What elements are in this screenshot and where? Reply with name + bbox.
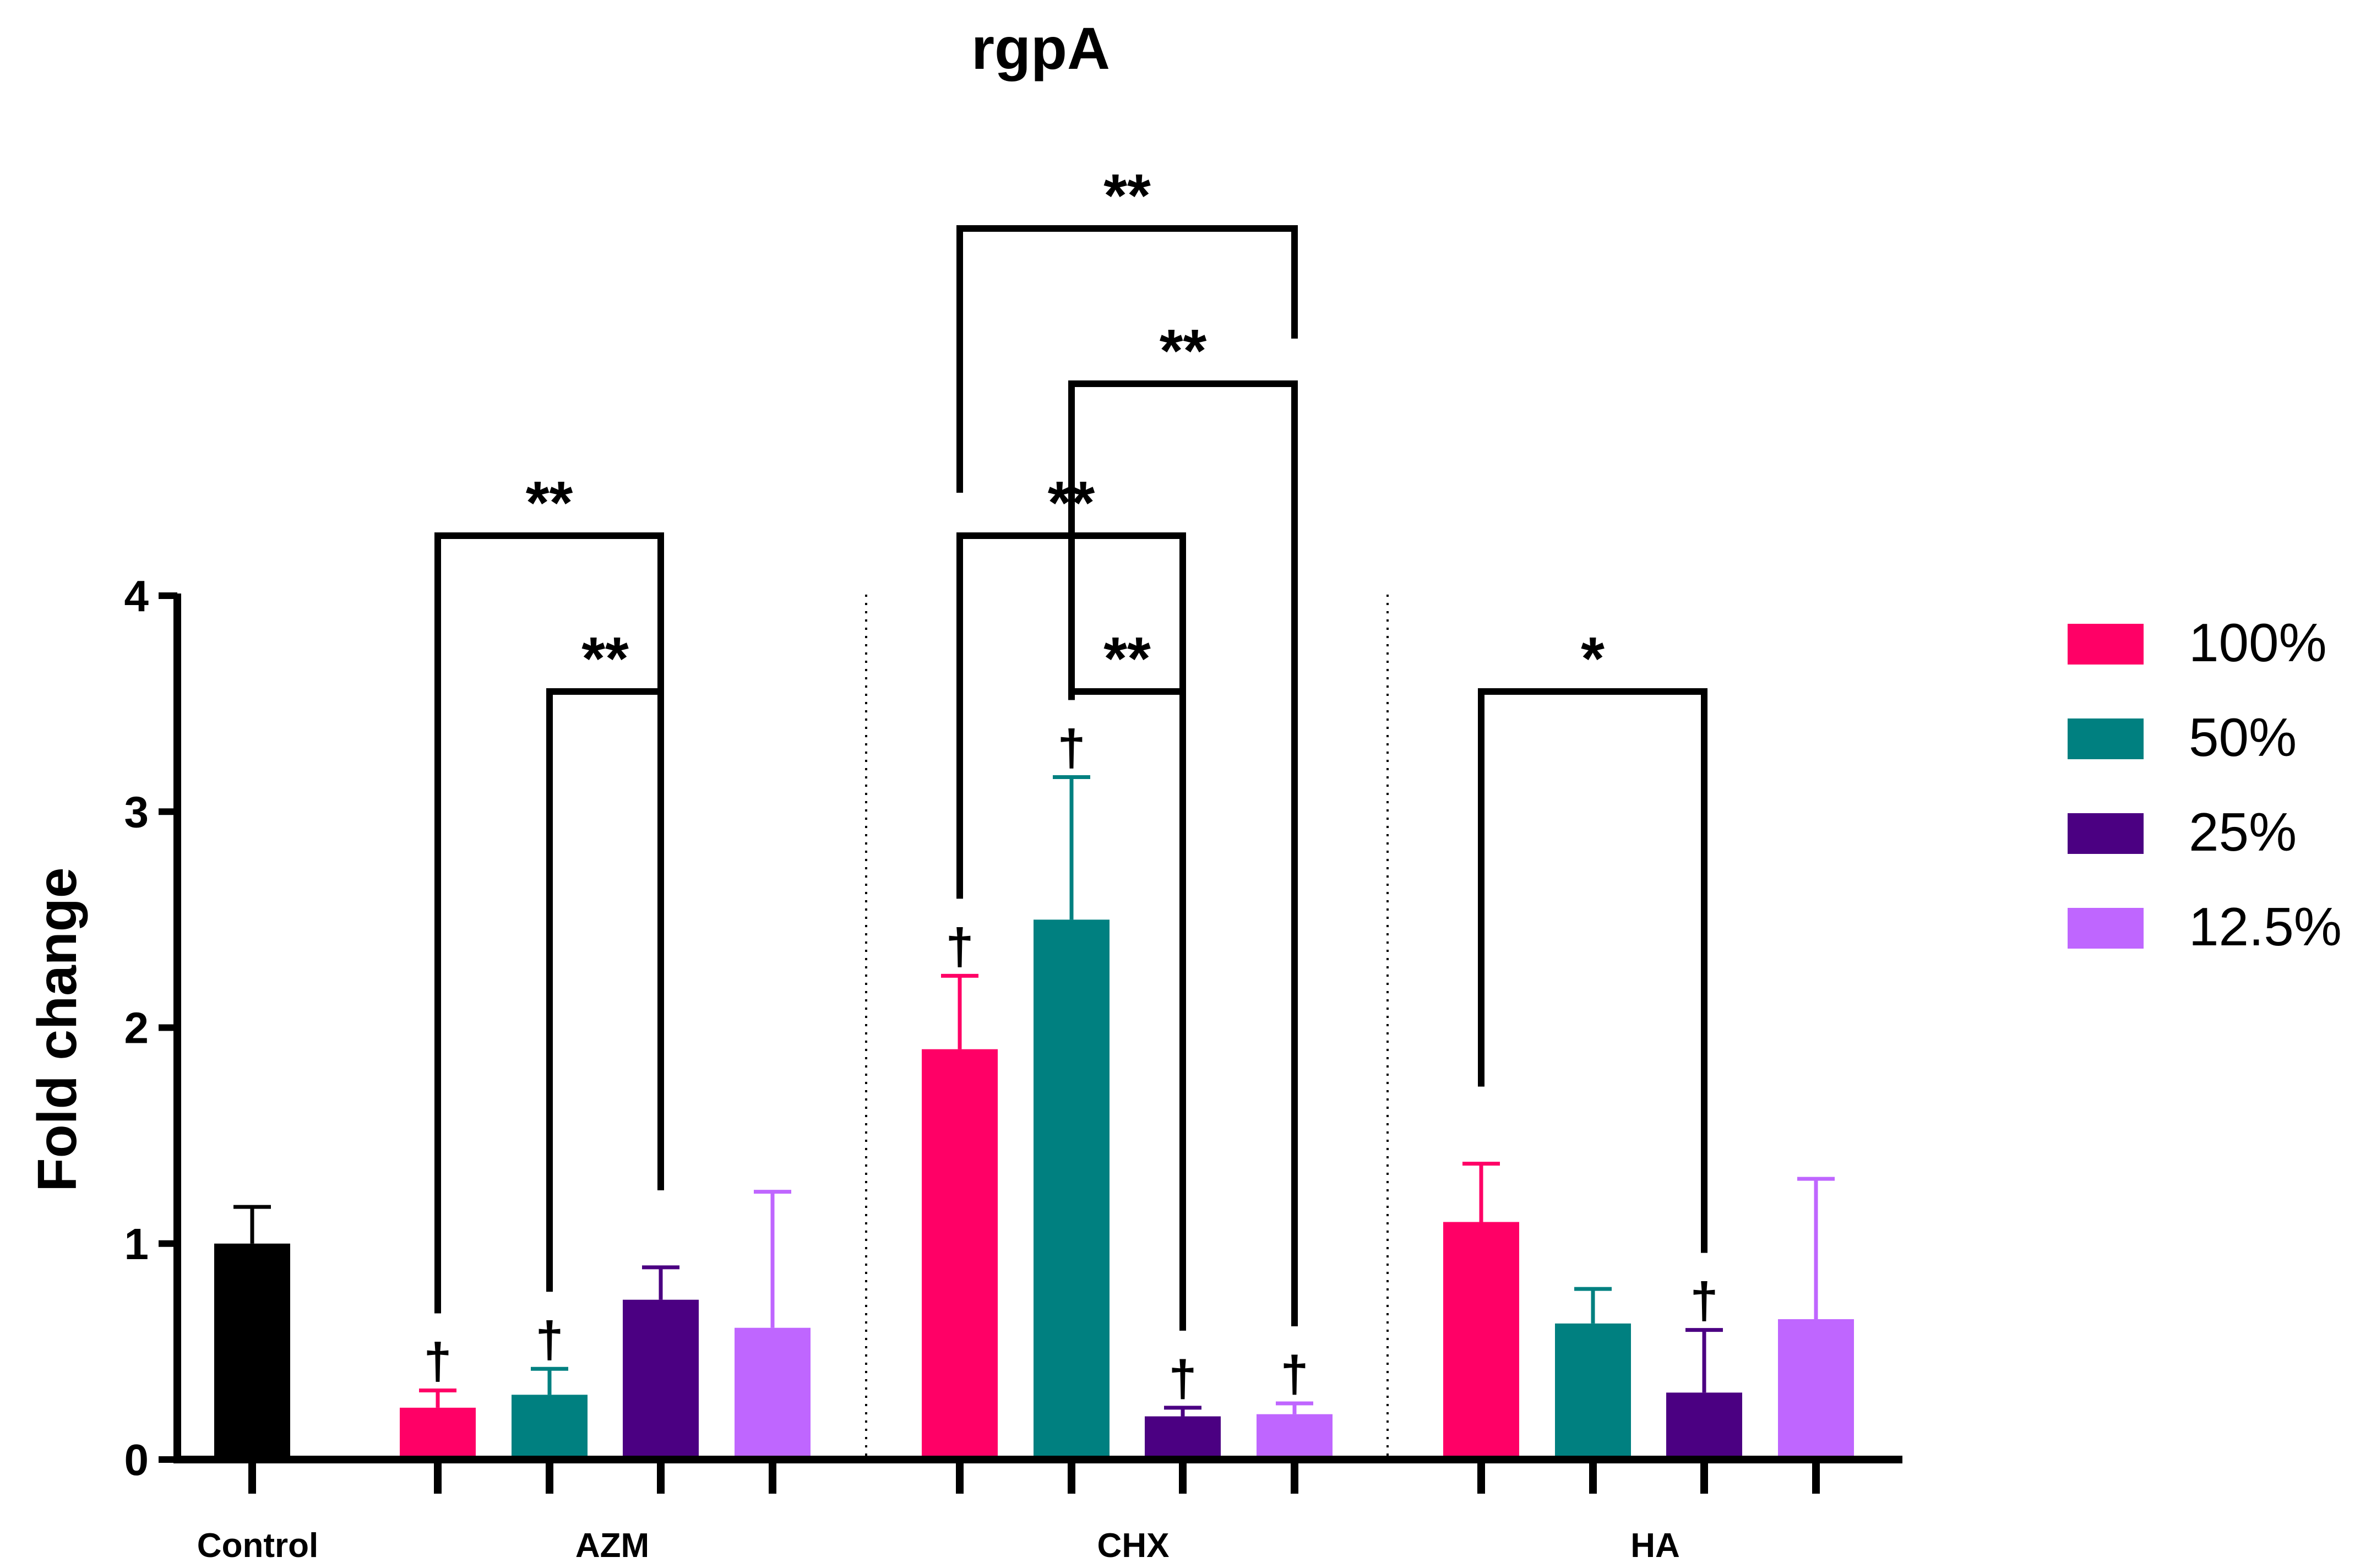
group-label-chx: CHX [1097, 1527, 1170, 1565]
bar-ha-12-5 [1778, 1319, 1854, 1460]
y-tick-label: 0 [124, 1435, 149, 1484]
legend-label-12-5: 12.5% [2189, 896, 2342, 957]
chart-title: rgpA [971, 15, 1110, 81]
legend-label-50: 50% [2189, 707, 2297, 767]
dagger-marker: † [1057, 720, 1085, 776]
significance-label: ** [581, 625, 629, 693]
y-tick-label: 4 [124, 571, 149, 620]
legend-swatch-25 [2068, 813, 2144, 854]
bar-azm-100 [400, 1407, 476, 1460]
bar-azm-25 [623, 1299, 699, 1460]
legend-label-100: 100% [2189, 612, 2327, 673]
significance-bracket [1068, 380, 1298, 1327]
bar-ha-25 [1666, 1392, 1742, 1460]
significance-bracket [956, 225, 1298, 493]
dagger-marker: † [1168, 1351, 1197, 1407]
bar-ha-50 [1555, 1323, 1631, 1460]
significance-bracket [1068, 688, 1186, 1331]
dagger-marker: † [535, 1311, 563, 1368]
group-label-azm: AZM [575, 1527, 649, 1565]
legend-swatch-12-5 [2068, 908, 2144, 949]
legend-label-25: 25% [2189, 802, 2297, 862]
bar-chx-50 [1034, 919, 1110, 1460]
significance-label: * [1581, 625, 1605, 693]
significance-bracket [1478, 688, 1707, 1253]
y-tick-label: 2 [124, 1004, 149, 1053]
legend: 100% 50% 25% 12.5% [2068, 612, 2342, 957]
bar-azm-12-5 [735, 1327, 811, 1460]
bar-chx-25 [1145, 1416, 1221, 1460]
legend-swatch-100 [2068, 624, 2144, 665]
bar-ha-100 [1443, 1222, 1519, 1460]
significance-label: ** [1103, 162, 1151, 230]
y-tick-label: 1 [124, 1219, 149, 1268]
significance-label: ** [526, 469, 573, 537]
group-label-control: Control [197, 1527, 318, 1565]
y-tick-label: 3 [124, 787, 149, 836]
dagger-marker: † [1280, 1346, 1308, 1402]
dagger-marker: † [1690, 1273, 1718, 1329]
group-label-ha: HA [1630, 1527, 1680, 1565]
y-axis-title: Fold change [26, 868, 88, 1192]
significance-label: ** [1103, 625, 1151, 693]
bar-azm-50 [512, 1395, 588, 1460]
dagger-marker: † [423, 1333, 452, 1389]
dagger-marker: † [945, 918, 974, 974]
bar-chx-12-5 [1257, 1414, 1333, 1460]
significance-label: ** [1048, 469, 1095, 537]
significance-label: ** [1160, 317, 1207, 385]
significance-bracket [546, 688, 664, 1292]
bar-chx-100 [922, 1049, 998, 1460]
bar-control-control [214, 1243, 290, 1460]
legend-swatch-50 [2068, 718, 2144, 759]
